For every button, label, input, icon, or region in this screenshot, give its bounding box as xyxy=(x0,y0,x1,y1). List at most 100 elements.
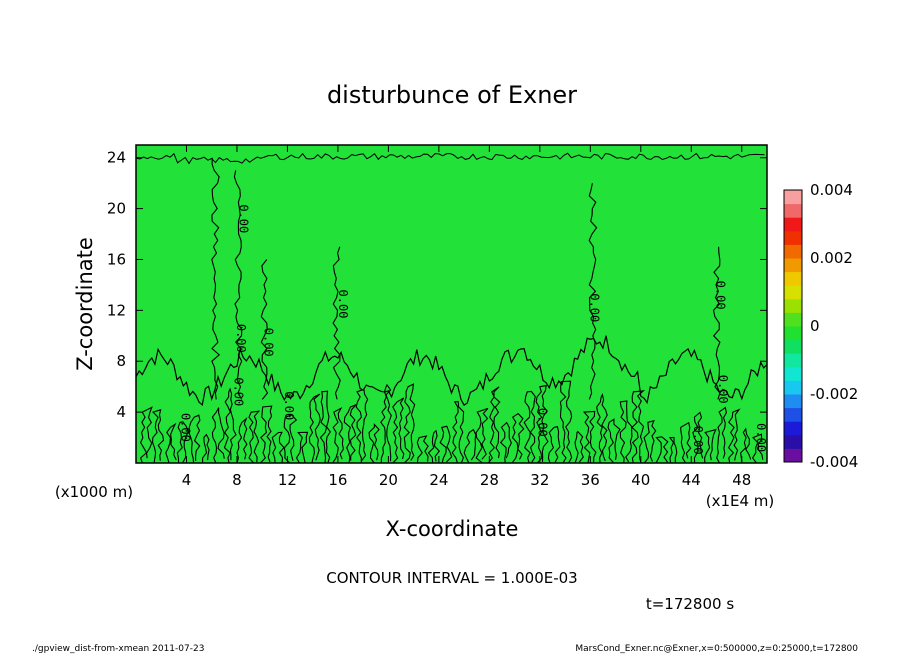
contour-line xyxy=(596,393,608,464)
contour-line xyxy=(740,427,752,464)
contour-line xyxy=(223,387,237,464)
contour-lines xyxy=(135,152,768,464)
contour-line xyxy=(211,157,221,400)
colorbar-label: 0 xyxy=(810,317,820,335)
colorbar-segment xyxy=(784,190,802,205)
x-tick-label: 48 xyxy=(732,471,751,489)
x-tick-label: 8 xyxy=(232,471,242,489)
contour-line xyxy=(135,335,768,407)
y-tick-label: 4 xyxy=(116,403,126,421)
contour-line xyxy=(368,423,380,464)
contour-line xyxy=(716,406,727,464)
chart-title: disturbunce of Exner xyxy=(327,81,577,109)
y-tick-label: 12 xyxy=(107,301,126,319)
colorbar-segment xyxy=(784,380,802,395)
contour-line xyxy=(751,433,764,464)
x-tick-label: 44 xyxy=(682,471,701,489)
contour-line xyxy=(692,411,704,464)
contour-label: 0.00 xyxy=(237,204,251,233)
x-tick-label: 4 xyxy=(182,471,192,489)
contour-line xyxy=(391,397,405,464)
contour-line xyxy=(655,436,669,464)
contour-line xyxy=(704,428,717,464)
contour-line xyxy=(427,429,441,464)
y-tick-label: 20 xyxy=(107,200,126,218)
colorbar-segment xyxy=(784,312,802,327)
contour-label: 0.00 xyxy=(691,426,705,455)
contour-line xyxy=(308,393,321,464)
x-tick-label: 40 xyxy=(631,471,650,489)
contour-line xyxy=(463,428,477,464)
y-axis-label: Z-coordinate xyxy=(73,237,97,371)
contour-line xyxy=(416,435,429,464)
contour-line xyxy=(331,406,344,464)
colorbar-segment xyxy=(784,339,802,354)
contour-line xyxy=(680,421,692,464)
colorbar-label: 0.002 xyxy=(810,249,853,267)
plot-frame xyxy=(135,144,768,464)
colorbar-frame xyxy=(783,189,803,463)
colorbar-segment xyxy=(784,285,802,300)
colorbar-segment xyxy=(784,298,802,313)
contour-line xyxy=(403,383,416,464)
contour-line xyxy=(271,431,285,464)
contour-line xyxy=(295,431,309,464)
contour-line xyxy=(319,390,331,464)
colorbar-segment xyxy=(784,326,802,341)
contour-line xyxy=(260,259,269,400)
colorbar-segment xyxy=(784,448,802,463)
contour-line xyxy=(535,384,549,464)
x-tick-label: 24 xyxy=(429,471,448,489)
y-tick-label: 24 xyxy=(107,149,126,167)
contour-line xyxy=(152,408,165,464)
footer-right: MarsCond_Exner.nc@Exner,x=0:500000,z=0:2… xyxy=(575,644,858,654)
contour-line xyxy=(643,420,657,464)
colorbar-label: -0.002 xyxy=(810,385,858,403)
contour-line xyxy=(343,404,357,464)
x-tick-label: 32 xyxy=(530,471,549,489)
contour-label: 0.00 xyxy=(262,328,276,357)
colorbar-label: -0.004 xyxy=(810,453,858,471)
y-unit-label: (x1000 m) xyxy=(55,483,133,501)
contour-line xyxy=(176,421,189,464)
contour-line xyxy=(202,433,210,464)
contour-line xyxy=(259,405,273,464)
contour-label: 0.00 xyxy=(336,290,350,319)
footer-left: ./gpview_dist-from-xmean 2011-07-23 xyxy=(32,644,204,654)
contour-labels: 0.00 0.00 0.00 0.00 0.00 0.00 0.00 0.00 0.00 0.00… xyxy=(178,204,768,454)
colorbar-segment xyxy=(784,353,802,368)
colorbar-segment xyxy=(784,407,802,422)
contour-line xyxy=(475,407,489,464)
contour-line xyxy=(236,416,248,464)
colorbar-segment xyxy=(784,421,802,436)
contour-line xyxy=(582,410,597,464)
contour-label: 0.00 xyxy=(587,293,601,322)
colorbar-segment xyxy=(784,366,802,381)
contour-label: 0.00 xyxy=(231,377,245,406)
x-tick-label: 28 xyxy=(480,471,499,489)
contour-line xyxy=(588,183,598,400)
y-tick-label: 8 xyxy=(116,352,126,370)
contour-interval-text: CONTOUR INTERVAL = 1.000E-03 xyxy=(326,569,577,587)
contour-line xyxy=(380,383,392,464)
contour-label: 0.00 xyxy=(178,413,192,442)
colorbar-segment xyxy=(784,230,802,245)
x-axis-label: X-coordinate xyxy=(386,517,519,541)
contour-label: 0.00 xyxy=(536,408,550,437)
colorbar xyxy=(783,189,803,463)
contour-line xyxy=(332,246,341,400)
contour-line xyxy=(712,246,721,400)
contour-line xyxy=(574,430,584,464)
contour-label: 0.00 xyxy=(714,281,728,310)
contour-label: 0.00 xyxy=(234,324,248,353)
contour-line xyxy=(619,400,633,464)
colorbar-segment xyxy=(784,203,802,218)
x-tick-label: 12 xyxy=(278,471,297,489)
contour-line xyxy=(248,410,261,464)
time-label: t=172800 s xyxy=(646,595,734,613)
contour-line xyxy=(511,412,525,464)
colorbar-labels: 0.004 0.002 0 -0.002 -0.004 xyxy=(810,181,858,471)
contour-line xyxy=(165,422,177,464)
contour-line xyxy=(135,152,765,165)
